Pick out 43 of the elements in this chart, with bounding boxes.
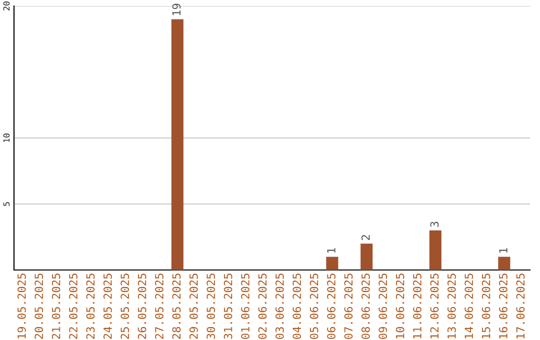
x-tick-label: 23.05.2025: [86, 274, 95, 339]
x-tick-label: 25.05.2025: [120, 274, 130, 339]
x-tick-label: 06.06.2025: [327, 274, 336, 339]
x-tick-label: 08.06.2025: [361, 274, 370, 339]
x-tick-label: 12.06.2025: [430, 274, 439, 338]
bar: [429, 230, 442, 270]
x-tick-label: 29.05.2025: [189, 274, 198, 339]
data-label: 1: [327, 248, 336, 253]
x-tick-label: 31.05.2025: [224, 274, 232, 339]
bar: [171, 19, 184, 270]
x-tick-label: 05.06.2025: [310, 274, 318, 339]
bar: [326, 256, 338, 270]
x-tick-label: 30.05.2025: [206, 274, 216, 339]
x-tick-label: 24.05.2025: [103, 274, 112, 339]
data-label: 1: [499, 248, 508, 253]
data-label: 3: [430, 222, 439, 227]
y-tick-label: 20: [3, 2, 10, 10]
y-tick-label: 5: [3, 202, 10, 206]
x-tick-label: 11.06.2025: [413, 274, 422, 338]
bar: [498, 256, 510, 270]
x-tick-label: 15.06.2025: [482, 274, 490, 338]
x-tick-label: 19.05.2025: [17, 274, 26, 338]
x-tick-label: 21.05.2025: [52, 274, 60, 339]
x-tick-label: 03.06.2025: [275, 274, 284, 339]
x-tick-label: 14.06.2025: [464, 274, 474, 338]
x-tick-label: 10.06.2025: [396, 274, 404, 338]
x-tick-label: 20.05.2025: [34, 274, 44, 339]
data-label: 19: [172, 4, 181, 16]
x-tick-label: 02.06.2025: [258, 274, 267, 339]
x-tick-label: 13.06.2025: [447, 274, 456, 338]
x-tick-label: 28.05.2025: [172, 274, 181, 339]
x-tick-label: 16.06.2025: [499, 274, 508, 338]
x-tick-label: 07.06.2025: [344, 274, 353, 339]
x-tick-label: 27.05.2025: [155, 274, 164, 339]
x-tick-label: 26.05.2025: [138, 274, 146, 339]
x-tick-label: 09.06.2025: [378, 274, 388, 339]
x-tick-label: 22.05.2025: [69, 274, 78, 339]
x-tick-label: 17.06.2025: [516, 274, 525, 338]
data-label: 2: [361, 235, 370, 240]
y-tick-label: 10: [3, 134, 10, 142]
x-tick-label: 04.06.2025: [292, 274, 302, 339]
bar: [360, 244, 373, 270]
x-tick-label: 01.06.2025: [241, 274, 250, 339]
